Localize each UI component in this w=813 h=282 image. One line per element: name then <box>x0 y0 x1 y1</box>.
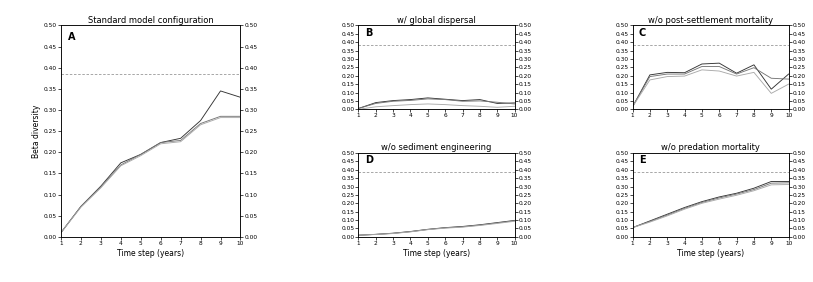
Title: w/o post-settlement mortality: w/o post-settlement mortality <box>648 16 773 25</box>
X-axis label: Time step (years): Time step (years) <box>403 249 470 258</box>
Text: E: E <box>639 155 646 166</box>
X-axis label: Time step (years): Time step (years) <box>677 249 744 258</box>
Text: A: A <box>68 32 76 42</box>
Title: w/o predation mortality: w/o predation mortality <box>661 143 760 152</box>
Text: C: C <box>639 28 646 38</box>
Title: w/ global dispersal: w/ global dispersal <box>397 16 476 25</box>
X-axis label: Time step (years): Time step (years) <box>117 249 185 258</box>
Title: w/o sediment engineering: w/o sediment engineering <box>381 143 492 152</box>
Text: B: B <box>365 28 372 38</box>
Y-axis label: Beta diversity: Beta diversity <box>32 104 41 158</box>
Text: D: D <box>365 155 372 166</box>
Title: Standard model configuration: Standard model configuration <box>88 16 214 25</box>
